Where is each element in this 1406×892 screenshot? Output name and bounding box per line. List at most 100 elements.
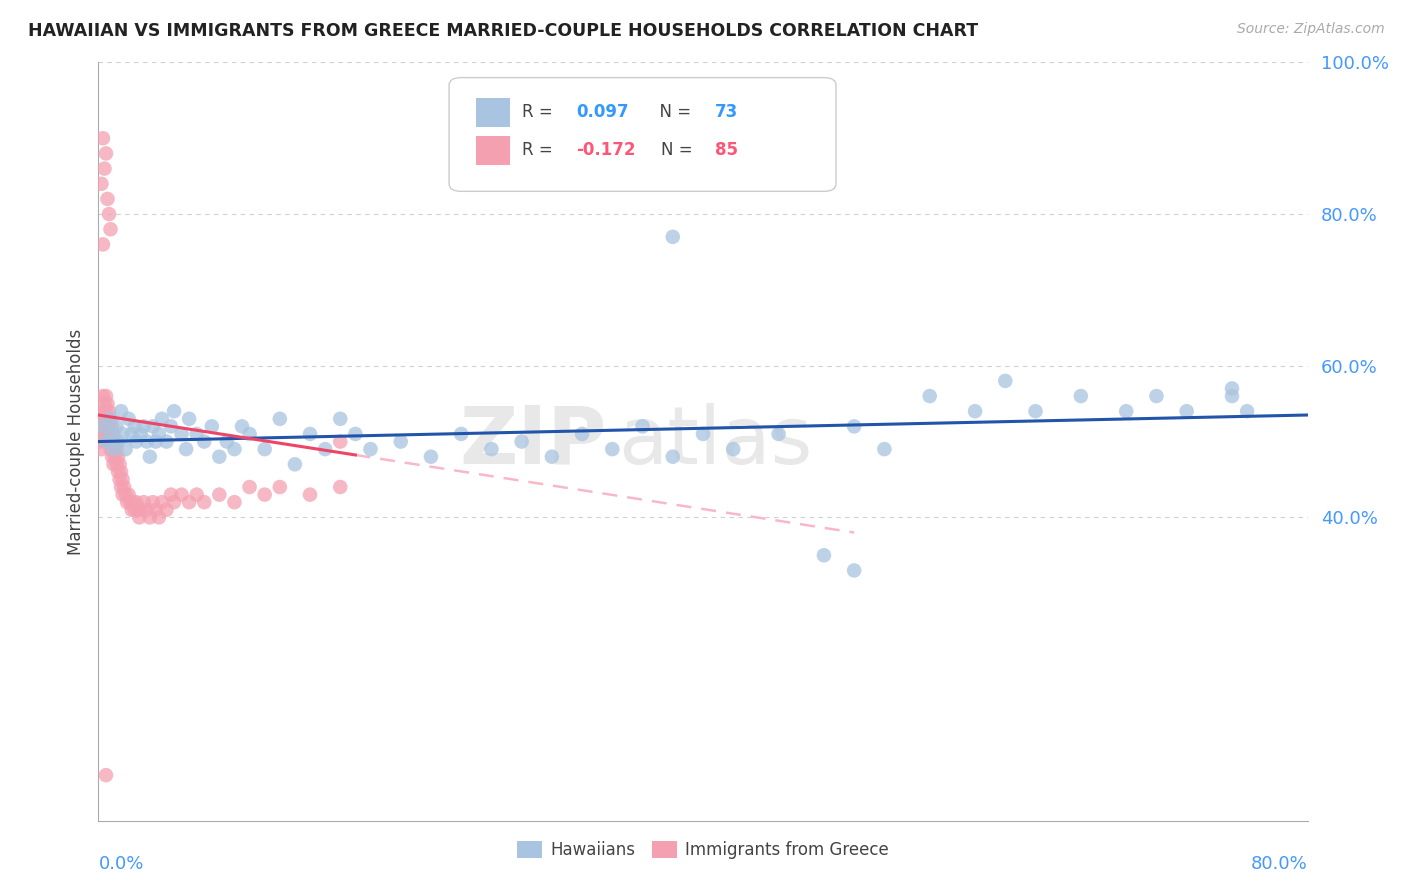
Point	[145, 503, 167, 517]
Point	[115, 495, 138, 509]
Point	[661, 450, 683, 464]
Point	[692, 427, 714, 442]
Point	[239, 480, 262, 494]
Point	[208, 487, 231, 501]
Point	[139, 510, 162, 524]
Point	[994, 374, 1017, 388]
Point	[93, 412, 115, 426]
Point	[389, 434, 412, 449]
FancyBboxPatch shape	[475, 98, 509, 127]
Point	[96, 412, 118, 426]
Point	[94, 404, 117, 418]
Point	[231, 419, 253, 434]
Point	[94, 419, 117, 434]
Point	[100, 222, 122, 236]
Point	[96, 427, 118, 442]
Text: R =: R =	[522, 141, 558, 159]
Point	[98, 404, 121, 418]
Text: 0.0%: 0.0%	[98, 855, 143, 872]
Point	[170, 487, 193, 501]
Point	[105, 458, 128, 472]
Point	[150, 495, 173, 509]
Point	[91, 404, 114, 418]
Point	[155, 434, 177, 449]
Point	[299, 487, 322, 501]
Point	[121, 427, 143, 442]
Point	[186, 427, 208, 442]
Point	[111, 487, 134, 501]
Point	[723, 442, 745, 457]
Point	[107, 450, 129, 464]
Point	[510, 434, 533, 449]
Point	[90, 412, 112, 426]
Point	[93, 161, 115, 176]
Point	[1220, 382, 1243, 396]
Point	[661, 229, 683, 244]
Point	[103, 442, 125, 457]
Point	[1024, 404, 1046, 418]
Point	[132, 419, 155, 434]
Point	[129, 503, 152, 517]
Point	[98, 434, 121, 449]
Point	[94, 434, 117, 449]
Point	[253, 487, 276, 501]
Point	[450, 427, 472, 442]
Point	[768, 427, 790, 442]
Point	[163, 495, 186, 509]
Point	[103, 427, 125, 442]
Point	[179, 495, 201, 509]
Point	[122, 495, 145, 509]
Point	[110, 480, 132, 494]
Point	[91, 419, 114, 434]
Point	[208, 450, 231, 464]
Point	[160, 419, 183, 434]
Point	[150, 412, 173, 426]
Point	[360, 442, 382, 457]
Point	[96, 396, 118, 410]
Point	[420, 450, 443, 464]
Point	[101, 450, 124, 464]
Point	[96, 192, 118, 206]
Point	[114, 442, 136, 457]
Text: HAWAIIAN VS IMMIGRANTS FROM GREECE MARRIED-COUPLE HOUSEHOLDS CORRELATION CHART: HAWAIIAN VS IMMIGRANTS FROM GREECE MARRI…	[28, 22, 979, 40]
Point	[1070, 389, 1092, 403]
Legend: Hawaiians, Immigrants from Greece: Hawaiians, Immigrants from Greece	[510, 834, 896, 865]
Point	[1220, 389, 1243, 403]
Point	[132, 495, 155, 509]
Point	[100, 412, 122, 426]
Point	[148, 510, 170, 524]
Point	[98, 419, 121, 434]
Point	[90, 177, 112, 191]
Point	[128, 510, 150, 524]
Point	[110, 465, 132, 479]
Point	[329, 480, 352, 494]
Point	[110, 404, 132, 418]
Text: N =: N =	[661, 141, 697, 159]
Point	[93, 396, 115, 410]
Point	[170, 427, 193, 442]
Point	[179, 412, 201, 426]
Point	[90, 427, 112, 442]
Text: atlas: atlas	[619, 402, 813, 481]
Point	[108, 473, 131, 487]
Text: ZIP: ZIP	[458, 402, 606, 481]
Point	[193, 495, 215, 509]
Point	[101, 427, 124, 442]
Text: 80.0%: 80.0%	[1251, 855, 1308, 872]
Point	[98, 412, 121, 426]
Point	[118, 412, 141, 426]
Point	[129, 427, 152, 442]
Point	[114, 487, 136, 501]
Point	[602, 442, 624, 457]
Point	[107, 434, 129, 449]
Point	[111, 473, 134, 487]
Point	[90, 442, 112, 457]
Point	[89, 434, 111, 449]
Point	[174, 442, 197, 457]
Point	[344, 427, 367, 442]
Point	[571, 427, 593, 442]
Point	[124, 503, 146, 517]
FancyBboxPatch shape	[475, 136, 509, 165]
Y-axis label: Married-couple Households: Married-couple Households	[66, 328, 84, 555]
Point	[127, 503, 149, 517]
